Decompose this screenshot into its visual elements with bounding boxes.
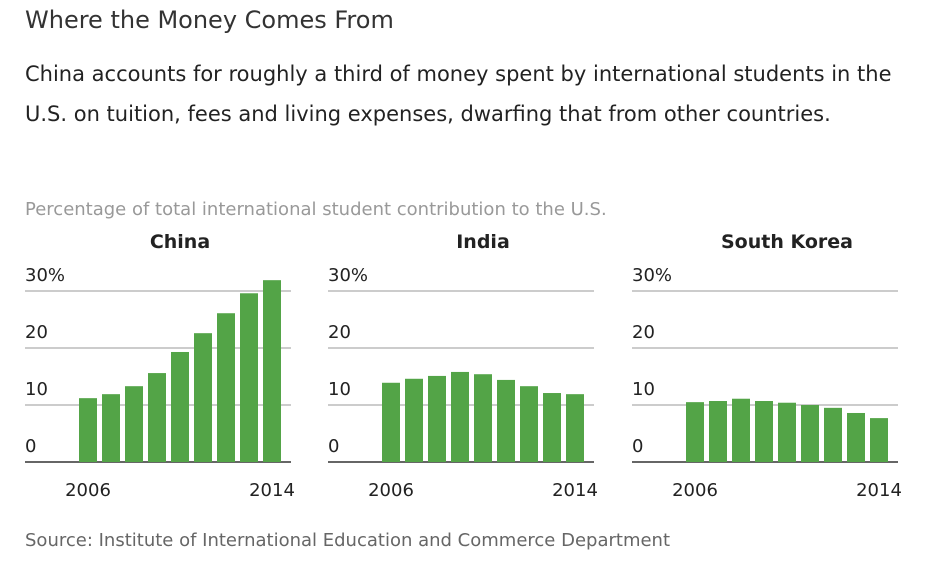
- bar: [405, 378, 423, 462]
- bar: [171, 351, 189, 462]
- bar: [870, 418, 888, 462]
- y-tick-label: 20: [25, 322, 48, 343]
- bar: [543, 393, 561, 462]
- bar: [240, 293, 258, 462]
- panel-title: India: [456, 231, 510, 253]
- y-tick-label: 30%: [25, 265, 65, 286]
- bar: [125, 386, 143, 462]
- subtitle: China accounts for roughly a third of mo…: [25, 62, 892, 126]
- bar: [566, 394, 584, 462]
- x-tick-label: 2006: [672, 480, 718, 501]
- y-tick-label: 0: [328, 436, 339, 457]
- bar: [148, 373, 166, 462]
- y-tick-label: 20: [632, 322, 655, 343]
- panel-title: China: [150, 231, 210, 253]
- y-axis-label: Percentage of total international studen…: [25, 199, 607, 220]
- bar: [217, 313, 235, 462]
- x-tick-label: 2014: [552, 480, 598, 501]
- bar: [732, 398, 750, 462]
- bar: [79, 398, 97, 462]
- y-tick-label: 0: [25, 436, 36, 457]
- y-tick-label: 10: [328, 379, 351, 400]
- bar: [824, 407, 842, 462]
- bar: [263, 280, 281, 462]
- bar: [451, 371, 469, 462]
- bar: [778, 402, 796, 462]
- x-tick-label: 2014: [249, 480, 295, 501]
- x-tick-label: 2014: [856, 480, 902, 501]
- bar: [194, 333, 212, 462]
- bar: [801, 405, 819, 462]
- y-tick-label: 30%: [328, 265, 368, 286]
- bar: [709, 401, 727, 462]
- bar: [497, 379, 515, 462]
- y-tick-label: 0: [632, 436, 643, 457]
- x-tick-label: 2006: [65, 480, 111, 501]
- y-tick-label: 10: [632, 379, 655, 400]
- bar: [382, 382, 400, 462]
- charts: China 0 10 20 30% 2006 2014 India 0 10 20 30% 2006 20…: [25, 231, 902, 501]
- bar: [428, 375, 446, 462]
- y-tick-label: 30%: [632, 265, 672, 286]
- title: Where the Money Comes From: [25, 6, 394, 34]
- source: Source: Institute of International Educa…: [25, 530, 671, 551]
- bar: [474, 374, 492, 462]
- x-tick-label: 2006: [368, 480, 414, 501]
- bar: [755, 401, 773, 462]
- panel-title: South Korea: [721, 231, 853, 253]
- bar: [520, 386, 538, 462]
- bar: [847, 412, 865, 462]
- y-tick-label: 10: [25, 379, 48, 400]
- y-tick-label: 20: [328, 322, 351, 343]
- bar: [686, 402, 704, 462]
- bar: [102, 394, 120, 462]
